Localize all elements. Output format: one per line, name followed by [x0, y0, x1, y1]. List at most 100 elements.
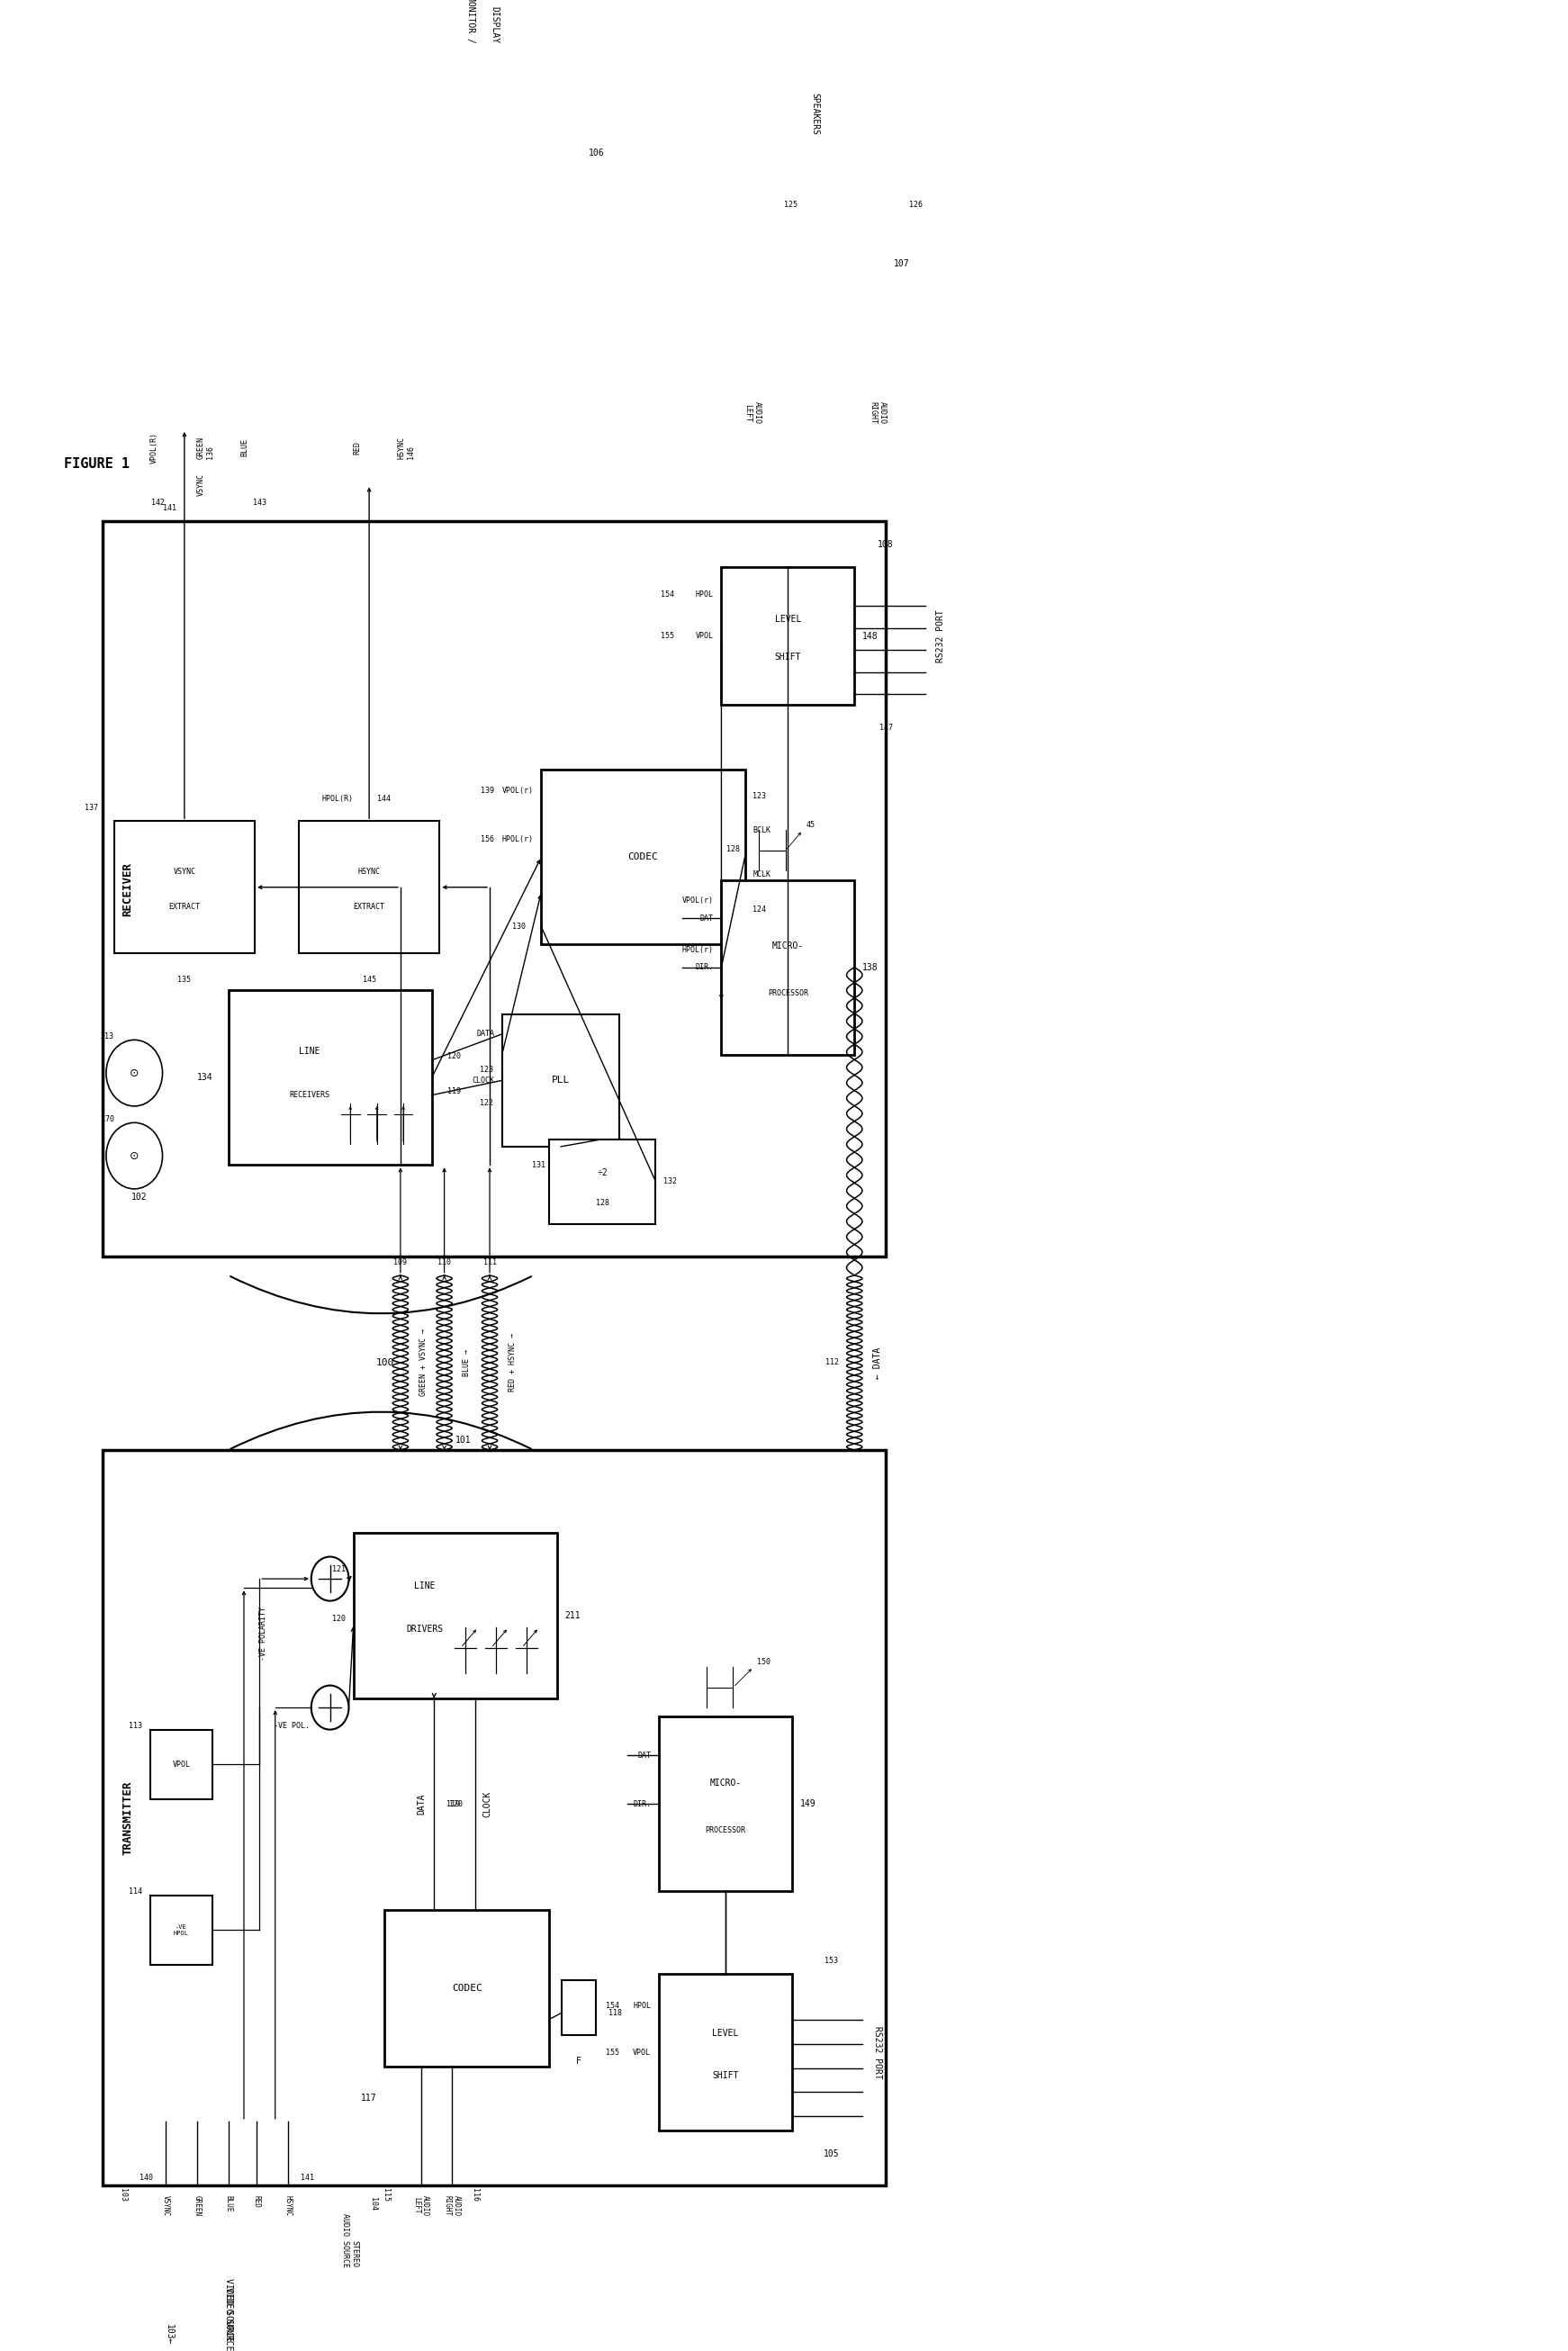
Text: 109: 109: [394, 1258, 408, 1267]
Text: 137: 137: [85, 804, 99, 811]
Text: 153: 153: [825, 1956, 837, 1965]
Text: 131: 131: [532, 1161, 546, 1168]
Text: 213: 213: [100, 1032, 114, 1039]
Text: LINE: LINE: [299, 1046, 320, 1056]
Text: CLOCK: CLOCK: [472, 1077, 494, 1084]
FancyBboxPatch shape: [561, 1980, 596, 2036]
Text: VPOL: VPOL: [172, 1761, 190, 1768]
Text: DATA: DATA: [417, 1794, 426, 1815]
Text: 121: 121: [332, 1566, 345, 1573]
FancyBboxPatch shape: [541, 769, 745, 945]
FancyBboxPatch shape: [114, 820, 256, 955]
Text: 114: 114: [129, 1888, 143, 1895]
FancyBboxPatch shape: [353, 1533, 557, 1697]
Text: VSYNC: VSYNC: [172, 868, 196, 875]
Text: RS232 PORT: RS232 PORT: [936, 609, 946, 663]
Text: HPOL(R): HPOL(R): [321, 795, 353, 802]
Text: -VE POLARITY: -VE POLARITY: [260, 1608, 268, 1660]
Text: RED: RED: [252, 2196, 260, 2208]
Text: PROCESSOR: PROCESSOR: [768, 990, 808, 997]
Text: 154: 154: [662, 590, 674, 600]
Text: VPOL(r): VPOL(r): [682, 896, 713, 905]
Text: 113: 113: [129, 1721, 143, 1730]
Text: BLUE →: BLUE →: [463, 1349, 470, 1375]
Text: 145: 145: [362, 976, 376, 983]
Text: 119: 119: [447, 1089, 461, 1096]
Text: GREEN
136: GREEN 136: [198, 437, 215, 458]
Text: 106: 106: [588, 148, 604, 158]
Text: EXTRACT: EXTRACT: [169, 903, 201, 912]
Text: F: F: [577, 2057, 582, 2067]
Text: 139: 139: [481, 788, 494, 795]
Text: HSYNC: HSYNC: [358, 868, 381, 875]
Text: HPOL(r): HPOL(r): [682, 945, 713, 955]
Text: 141: 141: [299, 2175, 314, 2182]
Text: 111: 111: [483, 1258, 497, 1267]
Text: 115: 115: [381, 2189, 389, 2201]
Text: VPOL: VPOL: [633, 2048, 651, 2057]
Text: BCLK: BCLK: [753, 828, 771, 835]
Text: DISPLAY: DISPLAY: [489, 7, 499, 42]
Text: FIGURE 1: FIGURE 1: [64, 456, 130, 470]
Text: 120: 120: [332, 1615, 345, 1622]
Text: 102: 102: [132, 1192, 147, 1201]
FancyBboxPatch shape: [549, 1140, 655, 1225]
Text: 148: 148: [862, 632, 878, 642]
Text: ⊙: ⊙: [130, 1067, 140, 1079]
Text: VIDEO SOURCE: VIDEO SOURCE: [224, 2288, 232, 2351]
Text: 123: 123: [480, 1065, 494, 1074]
Text: AUDIO
RIGHT: AUDIO RIGHT: [869, 402, 886, 423]
Text: 119: 119: [447, 1801, 459, 1808]
Text: 147: 147: [880, 724, 892, 731]
Text: RED + HSYNC →: RED + HSYNC →: [508, 1333, 516, 1392]
Text: 123: 123: [753, 792, 767, 799]
Text: 211: 211: [564, 1610, 580, 1620]
Text: 125: 125: [784, 200, 798, 209]
Text: BLUE: BLUE: [241, 440, 249, 456]
Text: 108: 108: [878, 541, 894, 548]
Text: AUDIO
LEFT: AUDIO LEFT: [412, 2196, 430, 2215]
Text: MICRO-: MICRO-: [709, 1780, 742, 1787]
Circle shape: [861, 294, 870, 306]
Text: VSYNC: VSYNC: [198, 473, 205, 496]
Text: 101: 101: [455, 1436, 470, 1444]
Text: HSYNC
146: HSYNC 146: [397, 437, 416, 458]
Text: HPOL(r): HPOL(r): [502, 835, 533, 844]
Text: 112: 112: [825, 1359, 839, 1366]
Text: 132: 132: [663, 1178, 677, 1185]
Text: RED: RED: [353, 442, 362, 454]
FancyBboxPatch shape: [502, 1013, 619, 1147]
Text: MONITOR /: MONITOR /: [466, 0, 475, 42]
Text: GREEN + VSYNC →: GREEN + VSYNC →: [419, 1328, 428, 1396]
Text: RECEIVER: RECEIVER: [122, 863, 133, 917]
Text: 150: 150: [757, 1657, 770, 1665]
Text: PLL: PLL: [552, 1077, 571, 1084]
Text: 144: 144: [376, 795, 390, 802]
FancyBboxPatch shape: [721, 567, 855, 705]
Text: 117: 117: [361, 2095, 376, 2102]
Text: DRIVERS: DRIVERS: [406, 1625, 444, 1634]
Text: 141: 141: [163, 503, 177, 513]
FancyBboxPatch shape: [298, 820, 439, 955]
Text: 120: 120: [448, 1801, 463, 1808]
Text: 103: 103: [119, 2189, 127, 2201]
Text: DAT: DAT: [638, 1751, 651, 1759]
Circle shape: [735, 294, 745, 306]
Text: 130: 130: [513, 922, 525, 931]
FancyBboxPatch shape: [151, 1730, 213, 1799]
Text: VIDEO SOURCE: VIDEO SOURCE: [224, 2278, 232, 2342]
Text: ← DATA: ← DATA: [873, 1347, 883, 1378]
Text: 140: 140: [140, 2175, 154, 2182]
Text: 143: 143: [252, 498, 267, 505]
FancyBboxPatch shape: [103, 1451, 886, 2186]
Text: RS232 PORT: RS232 PORT: [873, 2027, 883, 2078]
Text: 103←: 103←: [165, 2323, 174, 2344]
Text: RECEIVERS: RECEIVERS: [290, 1091, 329, 1100]
FancyBboxPatch shape: [698, 228, 784, 374]
Text: 124: 124: [753, 905, 767, 915]
Text: VPOL(r): VPOL(r): [502, 788, 533, 795]
Text: LEVEL: LEVEL: [775, 616, 801, 623]
Text: 110: 110: [437, 1258, 452, 1267]
Text: HSYNC: HSYNC: [284, 2196, 292, 2215]
Text: 100: 100: [376, 1359, 394, 1368]
